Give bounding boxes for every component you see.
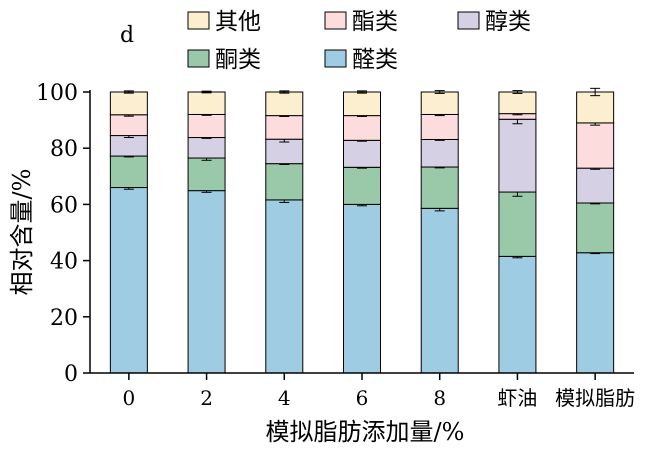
y-tick-label: 80: [50, 137, 78, 162]
y-tick-label: 60: [50, 193, 78, 218]
legend-swatch: [187, 11, 210, 30]
bar-segment: [265, 138, 304, 165]
bar-segment: [498, 91, 537, 115]
bar-segment: [187, 157, 226, 192]
bar-segment: [343, 115, 381, 141]
x-tick-label: 4: [278, 386, 291, 410]
bar-segment: [420, 138, 459, 168]
bar-segment: [109, 135, 148, 157]
panel-label: d: [120, 23, 134, 48]
y-tick-label: 100: [36, 81, 78, 106]
bar-segment: [187, 113, 226, 139]
legend-swatch: [457, 11, 480, 30]
bar-segment: [265, 115, 304, 140]
bar-segment: [576, 167, 615, 204]
bar-segment: [420, 91, 459, 115]
bar-segment: [109, 155, 148, 189]
bar-segment: [343, 166, 381, 205]
bar-segment: [265, 163, 304, 201]
legend-swatch: [187, 49, 210, 68]
y-tick-label: 0: [64, 362, 78, 387]
bar-segment: [498, 118, 537, 193]
x-tick-label: 0: [122, 386, 135, 410]
bar-segment: [498, 191, 537, 257]
x-tick-label: 虾油: [497, 386, 537, 410]
legend-swatch: [324, 49, 347, 68]
y-tick-label: 40: [50, 250, 78, 275]
legend-label: 其他: [215, 9, 261, 35]
bar-segment: [109, 114, 148, 137]
x-tick-label: 2: [200, 386, 213, 410]
bar-segment: [420, 207, 459, 374]
bar-segment: [576, 91, 615, 124]
x-tick-label: 8: [433, 386, 446, 410]
y-tick-label: 20: [50, 306, 78, 331]
x-axis-label: 模拟脂肪添加量/%: [266, 418, 465, 446]
x-tick-label: 6: [356, 386, 369, 410]
bar-segment: [576, 202, 615, 254]
bar-segment: [576, 122, 615, 169]
bar-segment: [343, 139, 381, 168]
legend-label: 醛类: [352, 47, 398, 73]
legend-label: 酯类: [352, 9, 398, 35]
bar-segment: [265, 91, 304, 117]
y-axis-label: 相对含量/%: [8, 169, 36, 296]
bar-segment: [187, 91, 226, 115]
bar-segment: [343, 203, 381, 374]
bars: [109, 87, 615, 374]
bar-segment: [498, 255, 537, 374]
legend-swatch: [324, 11, 347, 30]
bar-segment: [187, 190, 226, 374]
legend-label: 酮类: [215, 47, 261, 73]
bar-segment: [420, 166, 459, 209]
bar-segment: [343, 91, 381, 117]
bar-segment: [576, 252, 615, 374]
bar-segment: [420, 113, 459, 140]
bar-segment: [109, 187, 148, 374]
axes: 0 20 40 60 80 100 0 2 4 6 8 虾油 模拟脂肪: [36, 81, 635, 410]
bar-segment: [109, 91, 148, 116]
legend-label: 醇类: [485, 9, 531, 35]
bar-segment: [265, 199, 304, 374]
bar-segment: [187, 137, 226, 159]
x-tick-label: 模拟脂肪: [555, 386, 635, 410]
